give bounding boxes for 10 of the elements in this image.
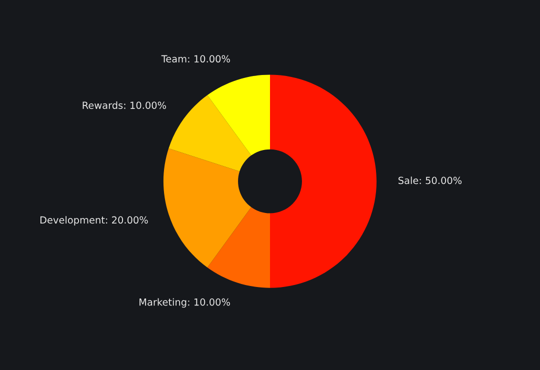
slice-label: Marketing: 10.00% — [140, 298, 230, 308]
donut-slice — [168, 95, 252, 172]
slice-label: Rewards: 10.00% — [82, 101, 166, 109]
slice-label: Team: 10.00% — [161, 55, 230, 63]
slice-label: Development: 20.00% — [40, 216, 148, 226]
donut-slice — [207, 74, 270, 156]
slice-label: Sale: 50.00% — [398, 176, 462, 184]
donut-slice — [207, 207, 270, 288]
donut-slice — [163, 148, 252, 268]
donut-slice — [270, 74, 377, 288]
